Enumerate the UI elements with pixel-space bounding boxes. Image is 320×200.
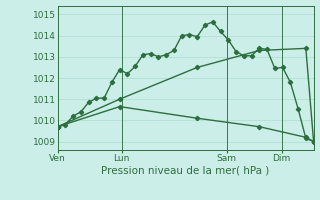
- X-axis label: Pression niveau de la mer( hPa ): Pression niveau de la mer( hPa ): [101, 166, 270, 176]
